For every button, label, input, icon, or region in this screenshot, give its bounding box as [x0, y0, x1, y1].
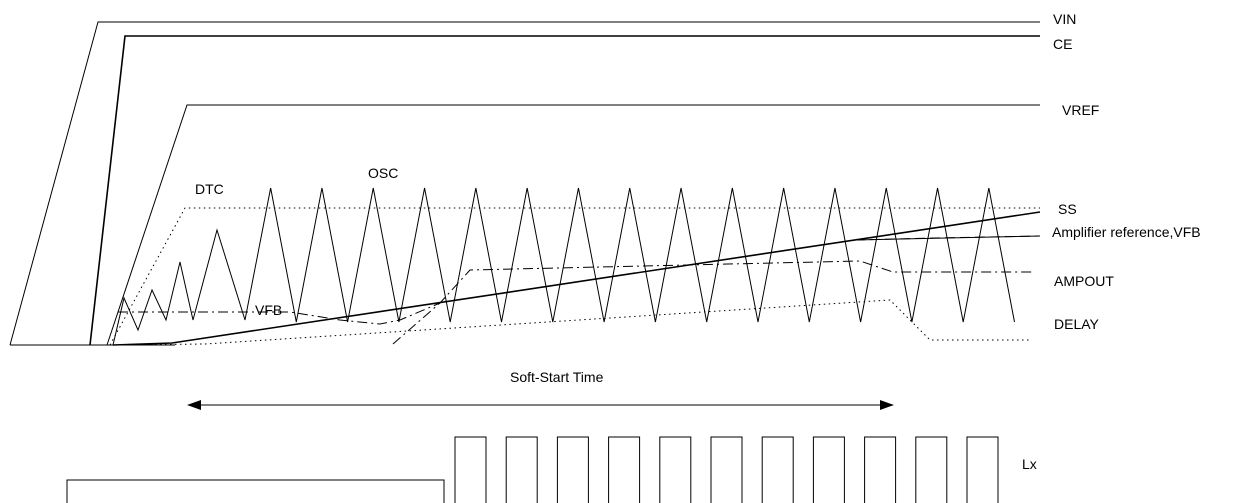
lx-pulse: [966, 436, 999, 503]
ampout-waveform: [392, 260, 1035, 345]
lx-label: Lx: [1022, 456, 1037, 472]
delay-label: DELAY: [1054, 316, 1100, 332]
lx-pulse: [454, 436, 487, 503]
dtc-waveform: [109, 207, 1040, 346]
vfb-waveform: [118, 302, 441, 325]
lx-low-pulse: [66, 479, 445, 503]
ss-label: SS: [1058, 201, 1077, 217]
delay-waveform: [109, 299, 1030, 346]
lx-pulse: [710, 436, 743, 503]
vfb-label: VFB: [255, 302, 282, 318]
dtc-label: DTC: [195, 181, 224, 197]
osc-waveform: [112, 187, 1015, 346]
lx-pulse: [761, 436, 794, 503]
lx-pulse: [864, 436, 897, 503]
amp-ref-vfb-label: Amplifier reference,VFB: [1052, 224, 1201, 240]
lx-pulse: [608, 436, 641, 503]
soft-start-time-label: Soft-Start Time: [510, 369, 604, 385]
ss-waveform: [112, 211, 1041, 346]
ampout-label: AMPOUT: [1054, 273, 1114, 289]
ce-label: CE: [1053, 36, 1072, 52]
vin-waveform: [9, 21, 1040, 346]
lx-pulse: [812, 436, 845, 503]
lx-pulse: [659, 436, 692, 503]
lx-pulse: [915, 436, 948, 503]
vref-waveform: [106, 104, 1040, 346]
lx-pulse: [505, 436, 538, 503]
ce-waveform: [89, 35, 1040, 346]
lx-pulses: [454, 436, 999, 503]
osc-label: OSC: [368, 165, 398, 181]
lx-pulse: [556, 436, 589, 503]
vref-label: VREF: [1062, 102, 1099, 118]
amp-reference-dashed-waveform: [854, 235, 1041, 241]
vin-label: VIN: [1053, 11, 1076, 27]
